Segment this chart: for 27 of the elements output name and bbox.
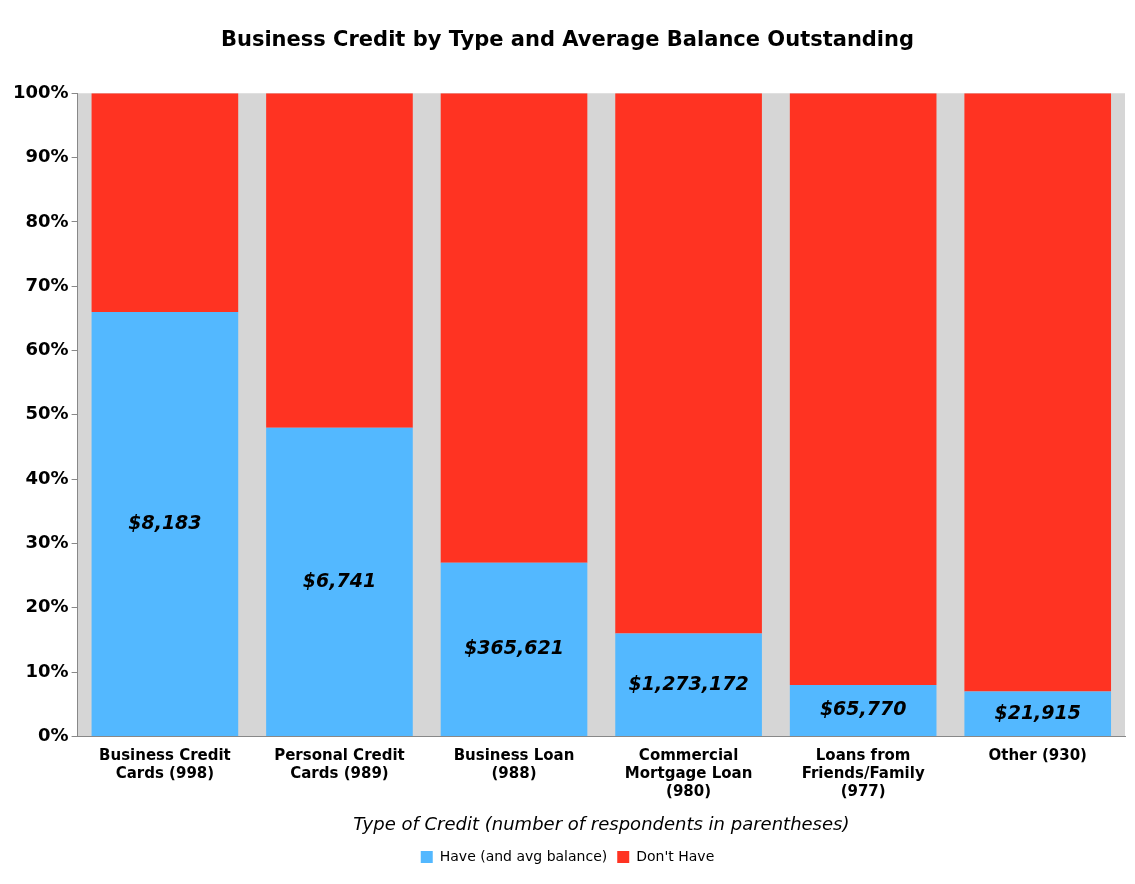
annotation: $1,273,172 [628,671,749,694]
y-tick-label: 30% [25,531,69,553]
y-tick-label: 20% [25,595,69,617]
y-tick-label: 0% [38,724,69,746]
annotation: $21,915 [994,700,1081,723]
x-tick-label: Personal Credit Cards (989) [274,746,405,783]
y-tick-label: 10% [25,659,69,681]
x-tick-label: Commercial Mortgage Loan (980) [624,746,753,801]
x-tick-label: Loans from Friends/Family (977) [801,746,925,801]
y-tick-label: 50% [25,402,69,424]
y-tick-label: 60% [25,338,69,360]
y-tick-label: 90% [25,145,69,167]
x-tick-label: Business Loan (988) [453,746,575,783]
x-axis-title: Type of Credit (number of respondents in parentheses) [353,812,850,834]
chart-title: Business Credit by Type and Average Balance Outstanding [220,27,915,52]
y-tick-label: 70% [25,273,69,295]
x-tick-label: Business Credit Cards (998) [99,746,231,783]
annotation: $6,741 [302,568,377,591]
x-tick-label: Other (930) [988,746,1087,765]
y-tick-label: 40% [25,466,69,488]
legend-label: Have (and avg balance) [439,847,608,864]
y-tick-label: 80% [25,209,69,231]
legend-label: Don't Have [636,847,715,864]
annotation: $365,621 [464,636,564,659]
annotation: $8,183 [128,510,202,533]
annotation: $65,770 [819,697,907,720]
y-tick-label: 100% [13,80,69,102]
